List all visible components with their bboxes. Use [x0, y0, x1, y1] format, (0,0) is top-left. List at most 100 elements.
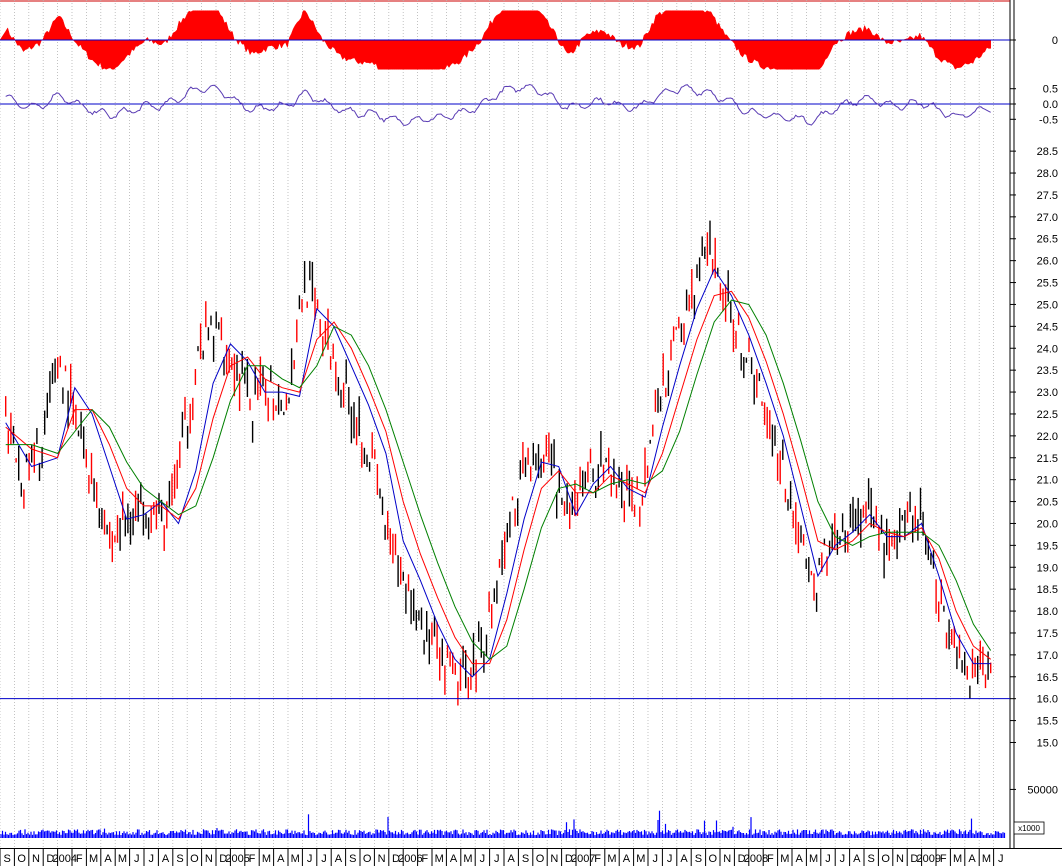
x-tick-label: M [809, 853, 818, 865]
x-tick-label: N [723, 853, 731, 865]
y-tick-label: 26.5 [1037, 234, 1058, 246]
oscillator-line [5, 83, 991, 126]
x-tick-label: M [291, 853, 300, 865]
volume-bars [0, 810, 1006, 838]
moving-average-line-3 [5, 299, 992, 660]
x-tick-label: J [825, 853, 831, 865]
x-tick-label: F [594, 853, 601, 865]
x-tick-label: 2009 [917, 853, 941, 865]
x-tick-label: D [392, 853, 400, 865]
x-tick-label: O [190, 853, 199, 865]
y-tick-label: 15.5 [1037, 716, 1058, 728]
x-tick-label: J [840, 853, 846, 865]
x-tick-label: M [435, 853, 444, 865]
y-tick-label: 25.5 [1037, 278, 1058, 290]
middle-oscillator-panel [0, 83, 1010, 126]
x-tick-label: M [607, 853, 616, 865]
x-tick-label: F [767, 853, 774, 865]
y-tick-label: -0.5 [1039, 114, 1058, 126]
x-tick-label: 2004 [53, 853, 77, 865]
x-tick-label: A [162, 853, 170, 865]
y-tick-label: 20.0 [1037, 518, 1058, 530]
y-tick-label: 22.0 [1037, 431, 1058, 443]
y-tick-label: 19.0 [1037, 562, 1058, 574]
y-tick-label: 16.0 [1037, 694, 1058, 706]
x-tick-label: J [998, 853, 1004, 865]
x-tick-label: D [46, 853, 54, 865]
x-tick-label: J [134, 853, 140, 865]
y-tick-label: 17.0 [1037, 650, 1058, 662]
x-tick-label: D [910, 853, 918, 865]
y-tick-label: 28.0 [1037, 168, 1058, 180]
x-tick-label: N [205, 853, 213, 865]
x-tick-label: A [796, 853, 804, 865]
x-tick-label: A [853, 853, 861, 865]
y-tick-label: 21.0 [1037, 475, 1058, 487]
x-tick-label: D [565, 853, 573, 865]
y-tick-label: 0 [1052, 35, 1058, 47]
x-tick-label: M [636, 853, 645, 865]
y-tick-label: 0.5 [1043, 84, 1058, 96]
x-tick-label: M [89, 853, 98, 865]
top-oscillator-panel [0, 10, 1010, 70]
x-tick-label: 2008 [744, 853, 768, 865]
x-tick-label: J [480, 853, 486, 865]
y-tick-label: 18.0 [1037, 606, 1058, 618]
x-tick-label: F [940, 853, 947, 865]
x-tick-label: A [680, 853, 688, 865]
x-tick-label: D [219, 853, 227, 865]
x-tick-label: S [176, 853, 183, 865]
x-tick-label: N [550, 853, 558, 865]
y-axes: 0 0.5 0.0 -0.5 28.5 28.0 27.5 27.0 26.5 26.0 25.5 2… [1010, 35, 1058, 835]
x-tick-label: J [652, 853, 658, 865]
x-tick-label: F [249, 853, 256, 865]
volume-panel [0, 810, 1006, 838]
y-tick-label: 23.0 [1037, 387, 1058, 399]
y-tick-label: 24.0 [1037, 343, 1058, 355]
y-tick-label: 50000 [1027, 784, 1058, 796]
x-tick-label: A [277, 853, 285, 865]
y-tick-label: 0.0 [1043, 99, 1058, 111]
y-tick-label: 20.5 [1037, 497, 1058, 509]
x-tick-label: S [349, 853, 356, 865]
x-tick-label: S [695, 853, 702, 865]
y-tick-label: 15.0 [1037, 737, 1058, 749]
x-tick-label: N [378, 853, 386, 865]
x-tick-label: M [463, 853, 472, 865]
y-tick-label: 19.5 [1037, 540, 1058, 552]
x-tick-label: O [536, 853, 545, 865]
x-tick-label: A [104, 853, 112, 865]
y-tick-label: 26.0 [1037, 256, 1058, 268]
x-tick-label: M [982, 853, 991, 865]
x-tick-label: O [709, 853, 718, 865]
x-tick-label: J [667, 853, 673, 865]
y-tick-label: 22.5 [1037, 409, 1058, 421]
x-tick-label: J [494, 853, 500, 865]
x-tick-label: A [623, 853, 631, 865]
x-tick-label: O [881, 853, 890, 865]
y-tick-label: 21.5 [1037, 453, 1058, 465]
y-tick-label: 16.5 [1037, 672, 1058, 684]
x-tick-label: A [335, 853, 343, 865]
x-tick-label: M [780, 853, 789, 865]
y-tick-label: 24.5 [1037, 321, 1058, 333]
x-tick-label: 2006 [398, 853, 422, 865]
moving-average-line-1 [5, 268, 991, 678]
x-tick-label: S [868, 853, 875, 865]
price-panel [0, 220, 1010, 706]
vertical-gridlines [0, 0, 994, 848]
x-tick-label: A [508, 853, 516, 865]
y-tick-label: 27.5 [1037, 190, 1058, 202]
x-tick-label: O [363, 853, 372, 865]
x-tick-label: N [32, 853, 40, 865]
y-tick-label: 28.5 [1037, 146, 1058, 158]
x-tick-label: D [738, 853, 746, 865]
x-tick-label: O [17, 853, 26, 865]
x-tick-label: M [262, 853, 271, 865]
x-tick-label: J [321, 853, 327, 865]
y-tick-label: 25.0 [1037, 299, 1058, 311]
x-tick-label: J [307, 853, 313, 865]
moving-average-line-2 [5, 290, 992, 665]
